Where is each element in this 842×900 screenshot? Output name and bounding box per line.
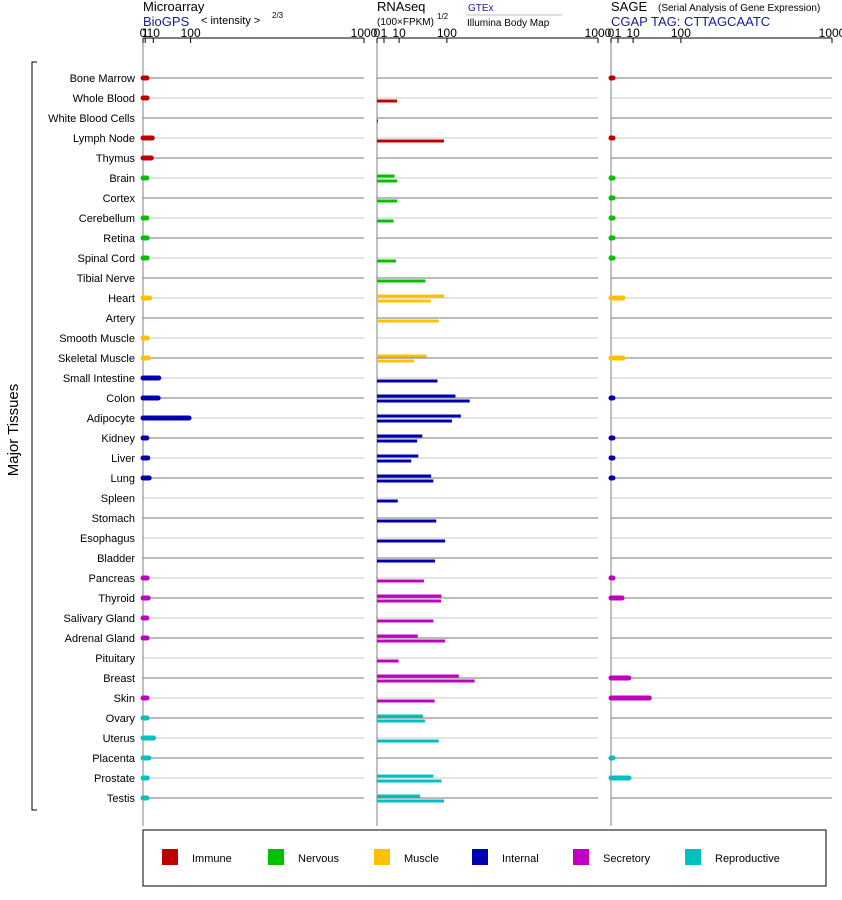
tissue-label-whole-blood: Whole Blood	[73, 93, 135, 105]
tissue-label-artery: Artery	[106, 313, 136, 325]
legend-label-nervous: Nervous	[298, 853, 339, 865]
tissue-label-small-intestine: Small Intestine	[63, 373, 135, 385]
panel-1-tick-label-0: 0	[374, 26, 381, 40]
panel-0-tick-label-2: 10	[147, 26, 161, 40]
tissue-label-bladder: Bladder	[97, 553, 135, 565]
tissue-label-placenta: Placenta	[92, 753, 136, 765]
panel-1-tick-label-3: 100	[437, 26, 457, 40]
tissue-label-stomach: Stomach	[92, 513, 135, 525]
panel-0-tick-label-4: 1000	[351, 26, 378, 40]
microarray-unit-label: < intensity >	[201, 15, 260, 27]
tissue-label-adrenal-gland: Adrenal Gland	[65, 633, 135, 645]
y-axis-label: Major Tissues	[5, 384, 22, 477]
legend-swatch-secretory	[573, 849, 589, 865]
panel-2-tick-label-1: 1	[615, 26, 622, 40]
tissue-label-tibial-nerve: Tibial Nerve	[77, 273, 135, 285]
tissue-label-brain: Brain	[109, 173, 135, 185]
panel-2-tick-label-2: 10	[626, 26, 640, 40]
sage-header: SAGE (Serial Analysis of Gene Expression…	[611, 0, 820, 29]
rnaseq-title: RNAseq	[377, 0, 425, 14]
gtex-source-label: GTEx	[468, 3, 494, 14]
legend-label-secretory: Secretory	[603, 853, 651, 865]
rnaseq-header: RNAseq (100×FPKM) 1/2 GTEx Illumina Body…	[377, 0, 562, 29]
microarray-header: Microarray BioGPS < intensity > 2/3	[143, 0, 284, 29]
microarray-title: Microarray	[143, 0, 205, 14]
tissue-label-thyroid: Thyroid	[98, 593, 135, 605]
tissue-label-pituitary: Pituitary	[95, 653, 135, 665]
legend-swatch-muscle	[374, 849, 390, 865]
rnaseq-unit-exp: 1/2	[437, 12, 449, 21]
tissue-label-esophagus: Esophagus	[80, 533, 136, 545]
tissue-label-cerebellum: Cerebellum	[79, 213, 135, 225]
tissue-label-liver: Liver	[111, 453, 135, 465]
tissue-label-lung: Lung	[111, 473, 135, 485]
tissue-label-colon: Colon	[106, 393, 135, 405]
legend-label-internal: Internal	[502, 853, 539, 865]
tissue-bracket	[31, 61, 37, 811]
legend-swatch-reproductive	[685, 849, 701, 865]
panel-1-tick-label-2: 10	[392, 26, 406, 40]
tissue-label-pancreas: Pancreas	[89, 573, 136, 585]
tissue-label-breast: Breast	[103, 673, 135, 685]
legend-label-muscle: Muscle	[404, 853, 439, 865]
panel-2-tick-label-0: 0	[608, 26, 615, 40]
panel-grid	[143, 77, 832, 799]
panel-1-tick-label-1: 1	[381, 26, 388, 40]
tissue-label-skin: Skin	[114, 693, 135, 705]
tissue-label-prostate: Prostate	[94, 773, 135, 785]
tissue-label-ovary: Ovary	[106, 713, 136, 725]
tissue-label-testis: Testis	[107, 793, 136, 805]
panel-axes: 011010010000110100100001101001000	[140, 26, 842, 826]
legend-label-reproductive: Reproductive	[715, 853, 780, 865]
legend-swatch-immune	[162, 849, 178, 865]
tissue-label-white-blood-cells: White Blood Cells	[48, 113, 135, 125]
microarray-source: BioGPS	[143, 14, 190, 29]
panel-0-tick-label-0: 0	[140, 26, 147, 40]
tissue-label-retina: Retina	[103, 233, 136, 245]
tissue-label-bone-marrow: Bone Marrow	[70, 73, 135, 85]
panel-0-tick-label-1: 1	[142, 26, 149, 40]
tissue-label-skeletal-muscle: Skeletal Muscle	[58, 353, 135, 365]
tissue-label-kidney: Kidney	[101, 433, 135, 445]
sage-source: CGAP TAG: CTTAGCAATC	[611, 14, 770, 29]
tissue-label-spleen: Spleen	[101, 493, 135, 505]
legend-swatch-nervous	[268, 849, 284, 865]
legend-swatch-internal	[472, 849, 488, 865]
tissue-label-spinal-cord: Spinal Cord	[78, 253, 135, 265]
tissue-label-smooth-muscle: Smooth Muscle	[59, 333, 135, 345]
tissue-label-thymus: Thymus	[96, 153, 136, 165]
tissue-label-heart: Heart	[108, 293, 135, 305]
tissue-labels: Bone Marrow Whole Blood White Blood Cells L…	[48, 73, 136, 805]
tissue-label-salivary-gland: Salivary Gland	[63, 613, 135, 625]
rnaseq-unit-label: (100×FPKM)	[377, 17, 434, 28]
illumina-source-label: Illumina Body Map	[467, 18, 550, 29]
tissue-label-lymph-node: Lymph Node	[73, 133, 135, 145]
legend: Immune Nervous Muscle Internal Secretory Repr…	[162, 849, 780, 865]
sage-title: SAGE	[611, 0, 647, 14]
panel-2-tick-label-3: 100	[671, 26, 691, 40]
panel-1-tick-label-4: 1000	[585, 26, 612, 40]
sage-subtitle: (Serial Analysis of Gene Expression)	[658, 3, 820, 14]
tissue-label-uterus: Uterus	[103, 733, 136, 745]
microarray-unit-exp: 2/3	[272, 11, 284, 20]
tissue-label-adipocyte: Adipocyte	[87, 413, 135, 425]
expression-bars	[140, 75, 652, 803]
legend-label-immune: Immune	[192, 853, 232, 865]
panel-2-tick-label-4: 1000	[819, 26, 842, 40]
tissue-label-cortex: Cortex	[103, 193, 136, 205]
panel-0-tick-label-3: 100	[181, 26, 201, 40]
